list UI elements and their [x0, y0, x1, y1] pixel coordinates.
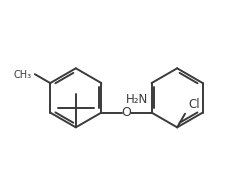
Text: Cl: Cl — [188, 98, 200, 111]
Text: O: O — [122, 106, 131, 119]
Text: CH₃: CH₃ — [14, 70, 32, 80]
Text: H₂N: H₂N — [125, 93, 148, 106]
